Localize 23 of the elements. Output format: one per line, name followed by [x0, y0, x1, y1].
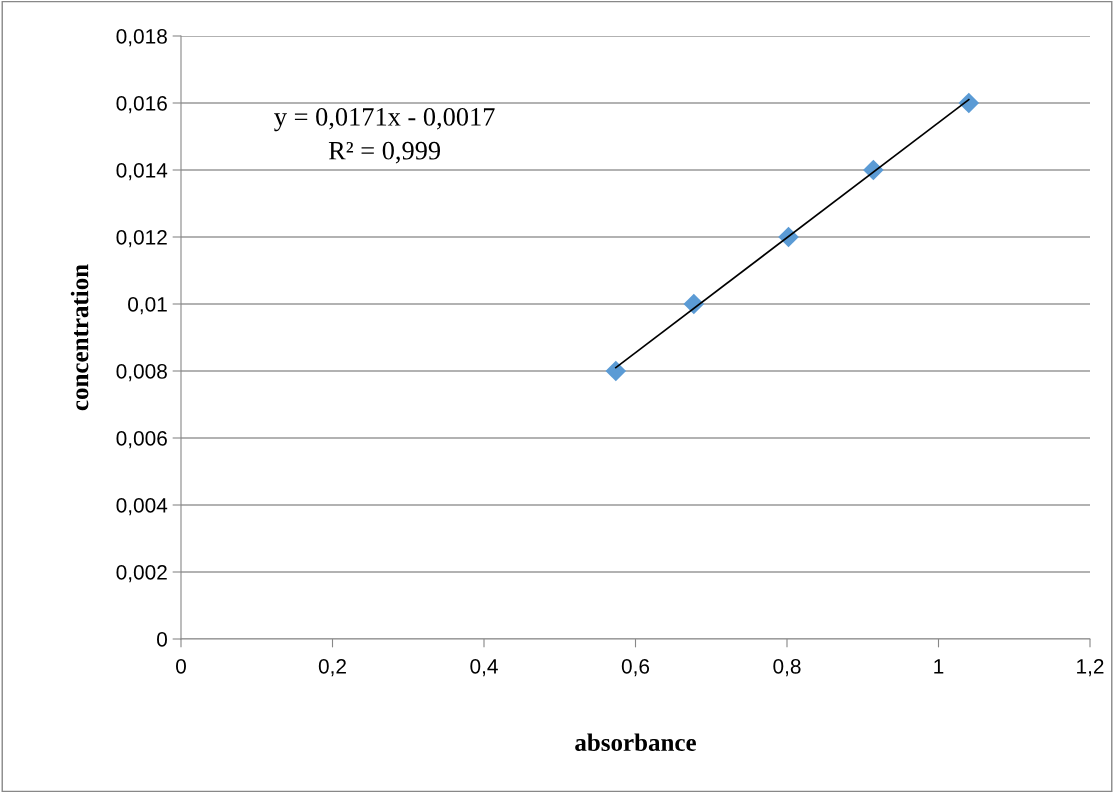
y-tick-label: 0,006 — [116, 431, 167, 449]
y-tick-label: 0,008 — [116, 364, 167, 382]
y-axis-title: concentration — [70, 264, 89, 411]
annotation: R² = 0,999 — [328, 141, 441, 164]
point — [605, 360, 627, 382]
x-tick-label: 0 — [176, 658, 186, 674]
y-tick-label: 0,012 — [116, 230, 167, 248]
point — [958, 92, 980, 114]
x-tick-label: 0,8 — [773, 658, 801, 677]
y-tick-label: 0,004 — [116, 498, 168, 516]
x-tick-label: 1 — [934, 659, 944, 674]
y-tick-label: 0,018 — [116, 29, 167, 47]
x-tick-label: 0,2 — [318, 658, 346, 677]
x-tick-label: 0,4 — [470, 658, 498, 677]
y-tick-label: 0,002 — [116, 565, 167, 583]
x-tick-label: 0,6 — [621, 658, 650, 677]
y-tick-label: 0 — [157, 632, 167, 647]
x-axis-title: absorbance — [575, 733, 696, 752]
y-tick-label: 0,014 — [116, 163, 168, 181]
annotation: y = 0,0171x - 0,0017 — [274, 107, 495, 132]
y-tick-label: 0,01 — [128, 297, 167, 315]
y-tick-label: 0,016 — [116, 96, 167, 114]
x-tick-label: 1,2 — [1077, 658, 1104, 677]
